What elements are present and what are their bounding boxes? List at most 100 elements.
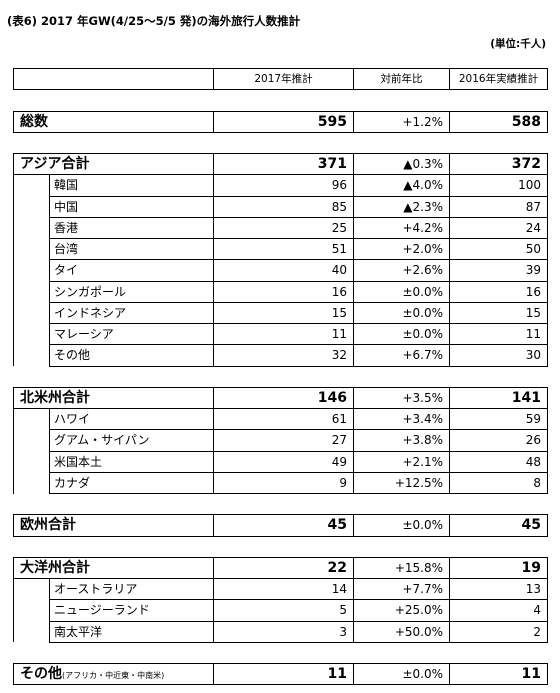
destination-name: インドネシア [49,302,214,325]
destination-name: ハワイ [49,408,214,431]
spacer-row [14,494,548,515]
value-2017: 49 [213,451,354,473]
spacer-cell [14,366,548,387]
spacer-cell [14,494,548,515]
value-change: +15.8% [353,556,450,580]
table-row: カナダ 9 +12.5% 8 [13,472,548,495]
value-2016: 100 [449,174,548,197]
value-change: ▲2.3% [353,196,450,218]
value-change: +2.6% [353,259,450,282]
value-2016: 87 [449,196,548,218]
destination-name: 米国本土 [49,451,214,473]
destination-name: タイ [49,259,214,282]
value-change: +3.5% [353,386,450,410]
value-2017: 11 [213,662,354,686]
value-2017: 371 [213,152,354,176]
value-2017: 85 [213,196,354,218]
value-2016: 11 [449,323,548,346]
value-2016: 24 [449,217,548,240]
table-row: その他 32 +6.7% 30 [13,344,548,367]
value-2016: 50 [449,238,548,261]
value-2017: 96 [213,174,354,197]
value-2016: 26 [449,429,548,452]
indent-cell [13,578,50,600]
value-2017: 61 [213,408,354,431]
indent-cell [13,238,50,260]
table-title: (表6) 2017 年GW(4/25～5/5 発)の海外旅行人数推計 [7,14,301,28]
group-total-row: アジア合計 371 ▲0.3% 372 [13,152,548,176]
value-change: +4.2% [353,217,450,240]
value-2016: 11 [449,662,548,686]
indent-cell [13,323,50,345]
group-name-text: 総数 [20,113,48,130]
group-total-row: 欧州合計 45 ±0.0% 45 [13,514,548,537]
indent-cell [13,302,50,324]
value-2017: 146 [213,386,354,410]
value-2016: 59 [449,408,548,431]
value-change: +3.4% [353,408,450,431]
table-row: シンガポール 16 ±0.0% 16 [13,281,548,303]
indent-cell [13,217,50,239]
group-total-row: 総数 595 +1.2% 588 [13,110,548,133]
value-2016: 39 [449,259,548,282]
value-change: +50.0% [353,621,450,643]
destination-name: グアム・サイパン [49,429,214,452]
group-name: 総数 [13,110,214,133]
spacer-row [14,132,548,153]
group-total-row: その他(アフリカ・中近東・中南米) 11 ±0.0% 11 [13,662,548,686]
table-row: インドネシア 15 ±0.0% 15 [13,302,548,325]
spacer-cell [14,90,548,111]
spacer-row [14,90,548,111]
group-name: アジア合計 [13,152,214,176]
indent-cell [13,344,50,366]
table-row: 香港 25 +4.2% 24 [13,217,548,240]
table-row: 中国 85 ▲2.3% 87 [13,196,548,218]
destination-name: 香港 [49,217,214,240]
indent-cell [13,599,50,621]
value-2017: 40 [213,259,354,282]
group-name-text: 欧州合計 [20,517,76,534]
value-2016: 4 [449,599,548,622]
table-row: タイ 40 +2.6% 39 [13,259,548,282]
unit-label: (単位:千人) [490,38,546,50]
header-change: 対前年比 [353,67,450,91]
value-2017: 51 [213,238,354,261]
value-change: ±0.0% [353,323,450,346]
value-change: +2.1% [353,451,450,473]
spacer-row [14,642,548,663]
value-change: ±0.0% [353,281,450,303]
group-total-row: 北米州合計 146 +3.5% 141 [13,386,548,410]
value-2017: 32 [213,344,354,367]
header-2017: 2017年推計 [213,67,354,91]
value-2017: 16 [213,281,354,303]
table-row: グアム・サイパン 27 +3.8% 26 [13,429,548,452]
value-2017: 5 [213,599,354,622]
group-note: (アフリカ・中近東・中南米) [62,671,165,681]
indent-cell [13,281,50,303]
table-row: 米国本土 49 +2.1% 48 [13,451,548,473]
indent-cell [13,429,50,451]
group-name-text: アジア合計 [20,156,90,173]
value-2016: 19 [449,556,548,580]
value-2017: 27 [213,429,354,452]
destination-name: 南太平洋 [49,621,214,643]
destination-name: カナダ [49,472,214,495]
destination-name: 台湾 [49,238,214,261]
value-change: ±0.0% [353,514,450,537]
value-change: ▲4.0% [353,174,450,197]
destination-name: オーストラリア [49,578,214,601]
value-2017: 11 [213,323,354,346]
destination-name: 韓国 [49,174,214,197]
table-row: 韓国 96 ▲4.0% 100 [13,174,548,197]
group-total-row: 大洋州合計 22 +15.8% 19 [13,556,548,580]
value-2016: 45 [449,514,548,537]
group-name: 大洋州合計 [13,556,214,580]
group-name-text: その他 [20,666,62,683]
value-2016: 13 [449,578,548,601]
table-row: ニュージーランド 5 +25.0% 4 [13,599,548,622]
value-change: +25.0% [353,599,450,622]
group-name: 欧州合計 [13,514,214,537]
table-row: 南太平洋 3 +50.0% 2 [13,621,548,643]
table-row: ハワイ 61 +3.4% 59 [13,408,548,431]
spacer-cell [14,642,548,663]
